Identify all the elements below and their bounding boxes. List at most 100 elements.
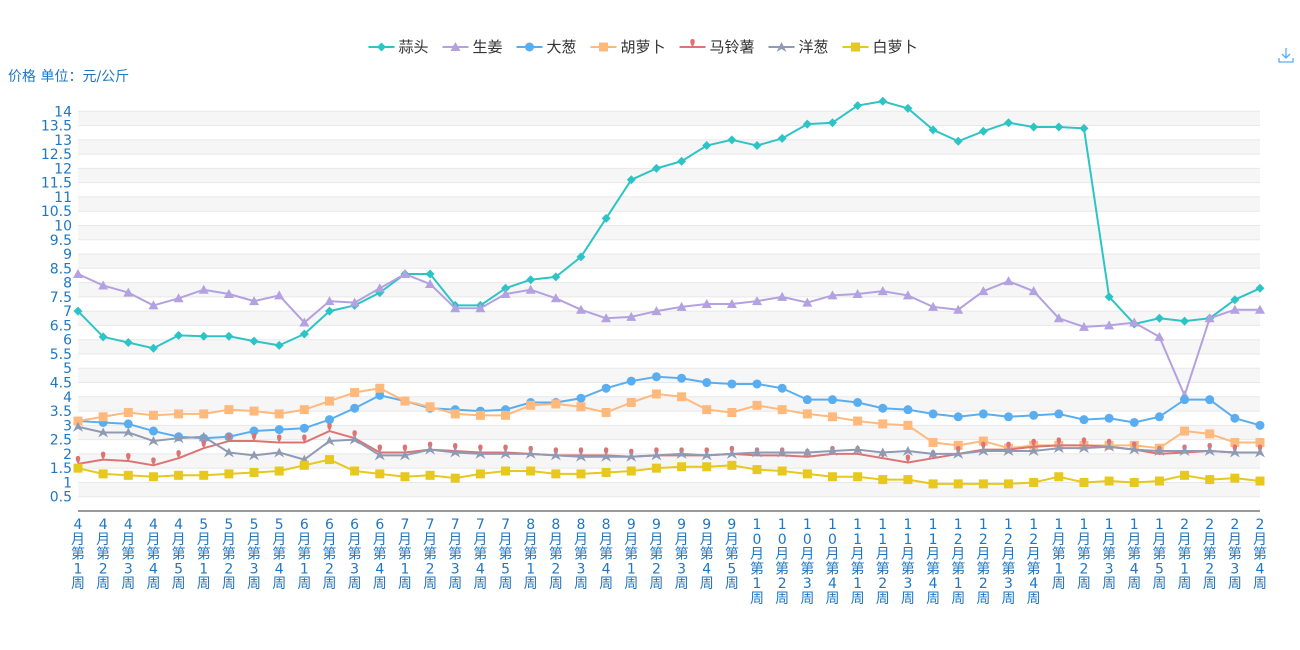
data-point[interactable]	[827, 118, 837, 128]
data-point[interactable]	[626, 376, 636, 386]
data-point[interactable]	[425, 279, 436, 289]
data-point[interactable]	[953, 304, 964, 314]
data-point[interactable]	[777, 383, 787, 393]
data-point[interactable]	[176, 450, 181, 459]
data-point[interactable]	[199, 409, 209, 419]
data-point[interactable]	[350, 466, 360, 476]
data-point[interactable]	[827, 446, 838, 457]
data-point[interactable]	[853, 398, 863, 408]
data-point[interactable]	[1255, 304, 1265, 314]
data-point[interactable]	[575, 304, 586, 314]
legend-item-0[interactable]: 蒜头	[368, 38, 429, 56]
data-point[interactable]	[802, 395, 812, 405]
data-point[interactable]	[1004, 118, 1014, 128]
data-point[interactable]	[1029, 122, 1039, 132]
data-point[interactable]	[626, 398, 636, 408]
data-point[interactable]	[877, 447, 888, 458]
data-point[interactable]	[1230, 437, 1240, 447]
data-point[interactable]	[374, 283, 385, 293]
data-point[interactable]	[173, 433, 184, 444]
legend-item-2[interactable]: 大葱	[516, 38, 577, 56]
data-point[interactable]	[677, 373, 687, 383]
data-point[interactable]	[1255, 437, 1265, 447]
data-point[interactable]	[853, 101, 863, 111]
data-point[interactable]	[601, 383, 611, 393]
data-point[interactable]	[526, 466, 536, 476]
data-point[interactable]	[1078, 321, 1089, 331]
data-point[interactable]	[1180, 470, 1190, 480]
data-point[interactable]	[98, 332, 108, 342]
data-point[interactable]	[777, 447, 788, 458]
data-point[interactable]	[299, 317, 310, 327]
data-point[interactable]	[199, 331, 209, 341]
data-point[interactable]	[350, 388, 360, 398]
legend-item-3[interactable]: 胡萝卜	[590, 38, 666, 56]
data-point[interactable]	[802, 297, 813, 307]
data-point[interactable]	[878, 475, 888, 485]
data-point[interactable]	[651, 372, 661, 382]
data-point[interactable]	[1230, 413, 1240, 423]
data-point[interactable]	[475, 469, 485, 479]
data-point[interactable]	[727, 460, 737, 470]
data-point[interactable]	[651, 306, 662, 316]
data-point[interactable]	[324, 455, 334, 465]
data-point[interactable]	[551, 399, 561, 409]
data-point[interactable]	[249, 467, 259, 477]
data-point[interactable]	[852, 289, 863, 299]
data-point[interactable]	[324, 396, 334, 406]
data-point[interactable]	[425, 402, 435, 412]
data-point[interactable]	[274, 340, 284, 350]
data-point[interactable]	[1154, 412, 1164, 422]
data-point[interactable]	[878, 419, 888, 429]
data-point[interactable]	[475, 448, 486, 459]
data-point[interactable]	[249, 296, 260, 306]
data-point[interactable]	[903, 420, 913, 430]
data-point[interactable]	[148, 472, 158, 482]
data-point[interactable]	[1054, 409, 1064, 419]
data-point[interactable]	[1129, 444, 1140, 455]
data-point[interactable]	[702, 378, 712, 388]
data-point[interactable]	[374, 450, 385, 461]
data-point[interactable]	[1079, 477, 1089, 487]
data-point[interactable]	[928, 301, 939, 311]
data-point[interactable]	[98, 427, 109, 438]
data-point[interactable]	[1180, 316, 1190, 326]
data-point[interactable]	[702, 405, 712, 415]
data-point[interactable]	[752, 379, 762, 389]
legend-item-1[interactable]: 生姜	[442, 38, 503, 56]
data-point[interactable]	[425, 444, 436, 455]
data-point[interactable]	[928, 448, 939, 459]
data-point[interactable]	[1205, 429, 1215, 439]
data-point[interactable]	[978, 286, 989, 296]
legend-item-5[interactable]: 洋葱	[768, 38, 829, 56]
data-point[interactable]	[399, 269, 410, 279]
data-point[interactable]	[525, 448, 536, 459]
data-point[interactable]	[777, 405, 787, 415]
data-point[interactable]	[1028, 446, 1039, 457]
data-point[interactable]	[702, 141, 712, 151]
data-point[interactable]	[827, 290, 838, 300]
data-point[interactable]	[251, 433, 257, 442]
data-point[interactable]	[1104, 476, 1114, 486]
data-point[interactable]	[501, 410, 511, 420]
data-point[interactable]	[198, 431, 209, 442]
data-point[interactable]	[123, 287, 134, 297]
data-point[interactable]	[853, 472, 863, 482]
data-point[interactable]	[752, 296, 763, 306]
data-point[interactable]	[123, 407, 133, 417]
data-point[interactable]	[375, 469, 385, 479]
data-point[interactable]	[299, 460, 309, 470]
data-point[interactable]	[626, 466, 636, 476]
data-point[interactable]	[752, 447, 763, 458]
data-point[interactable]	[853, 416, 863, 426]
data-point[interactable]	[73, 269, 83, 279]
data-point[interactable]	[452, 443, 458, 452]
data-point[interactable]	[626, 451, 637, 462]
data-point[interactable]	[727, 135, 737, 145]
data-point[interactable]	[299, 405, 309, 415]
data-point[interactable]	[651, 389, 661, 399]
data-point[interactable]	[575, 451, 586, 462]
data-point[interactable]	[877, 286, 888, 296]
data-point[interactable]	[148, 410, 158, 420]
data-point[interactable]	[928, 409, 938, 419]
